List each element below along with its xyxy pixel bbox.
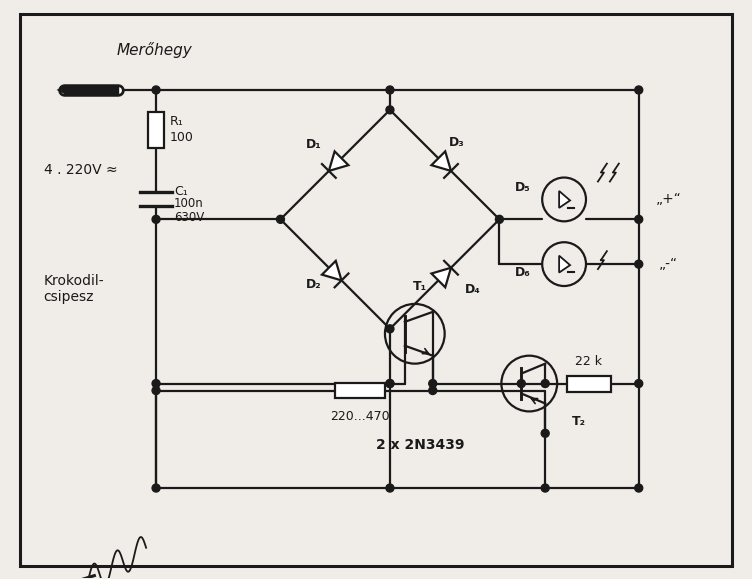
- Circle shape: [429, 380, 437, 387]
- Circle shape: [541, 429, 549, 437]
- Text: 4 . 220V ≈: 4 . 220V ≈: [44, 163, 117, 177]
- Circle shape: [635, 86, 643, 94]
- Polygon shape: [559, 256, 570, 273]
- Circle shape: [635, 260, 643, 268]
- Circle shape: [277, 215, 284, 223]
- Circle shape: [386, 106, 394, 114]
- Text: C₁: C₁: [174, 185, 188, 198]
- Text: 220...470: 220...470: [330, 410, 390, 423]
- Text: T₂: T₂: [572, 415, 586, 428]
- Text: D₄: D₄: [465, 283, 481, 295]
- Circle shape: [152, 380, 160, 387]
- Text: Merőhegy: Merőhegy: [117, 42, 192, 58]
- Polygon shape: [432, 267, 451, 287]
- Circle shape: [152, 484, 160, 492]
- Text: D₁: D₁: [305, 138, 321, 151]
- Circle shape: [386, 325, 394, 333]
- Text: D₃: D₃: [449, 136, 465, 149]
- Polygon shape: [432, 151, 451, 171]
- Circle shape: [541, 380, 549, 387]
- Circle shape: [429, 387, 437, 394]
- Text: 22 k: 22 k: [575, 355, 602, 368]
- Polygon shape: [329, 151, 348, 171]
- Text: 630V: 630V: [174, 211, 205, 224]
- Polygon shape: [322, 261, 341, 280]
- Text: 100: 100: [170, 131, 194, 144]
- Circle shape: [635, 484, 643, 492]
- Bar: [567, 376, 611, 391]
- Circle shape: [496, 215, 503, 223]
- Polygon shape: [559, 191, 570, 208]
- Bar: [148, 112, 164, 148]
- Polygon shape: [56, 86, 65, 94]
- Text: 2 x 2N3439: 2 x 2N3439: [375, 438, 464, 452]
- Circle shape: [635, 380, 643, 387]
- Circle shape: [386, 380, 394, 387]
- Circle shape: [541, 484, 549, 492]
- Text: „-“: „-“: [659, 257, 678, 271]
- Text: Krokodil-
csipesz: Krokodil- csipesz: [44, 274, 105, 304]
- Text: D₆: D₆: [514, 266, 530, 278]
- Text: D₂: D₂: [305, 277, 321, 291]
- Text: R₁: R₁: [170, 115, 183, 129]
- Circle shape: [386, 380, 394, 387]
- Circle shape: [386, 484, 394, 492]
- Circle shape: [152, 215, 160, 223]
- Bar: [335, 383, 385, 398]
- Circle shape: [152, 387, 160, 394]
- Text: 100n: 100n: [174, 197, 204, 210]
- Circle shape: [635, 215, 643, 223]
- Circle shape: [152, 86, 160, 94]
- Circle shape: [386, 86, 394, 94]
- Text: „+“: „+“: [656, 192, 681, 207]
- Text: D₅: D₅: [514, 181, 530, 194]
- Circle shape: [517, 380, 526, 387]
- Text: T₁: T₁: [413, 280, 427, 292]
